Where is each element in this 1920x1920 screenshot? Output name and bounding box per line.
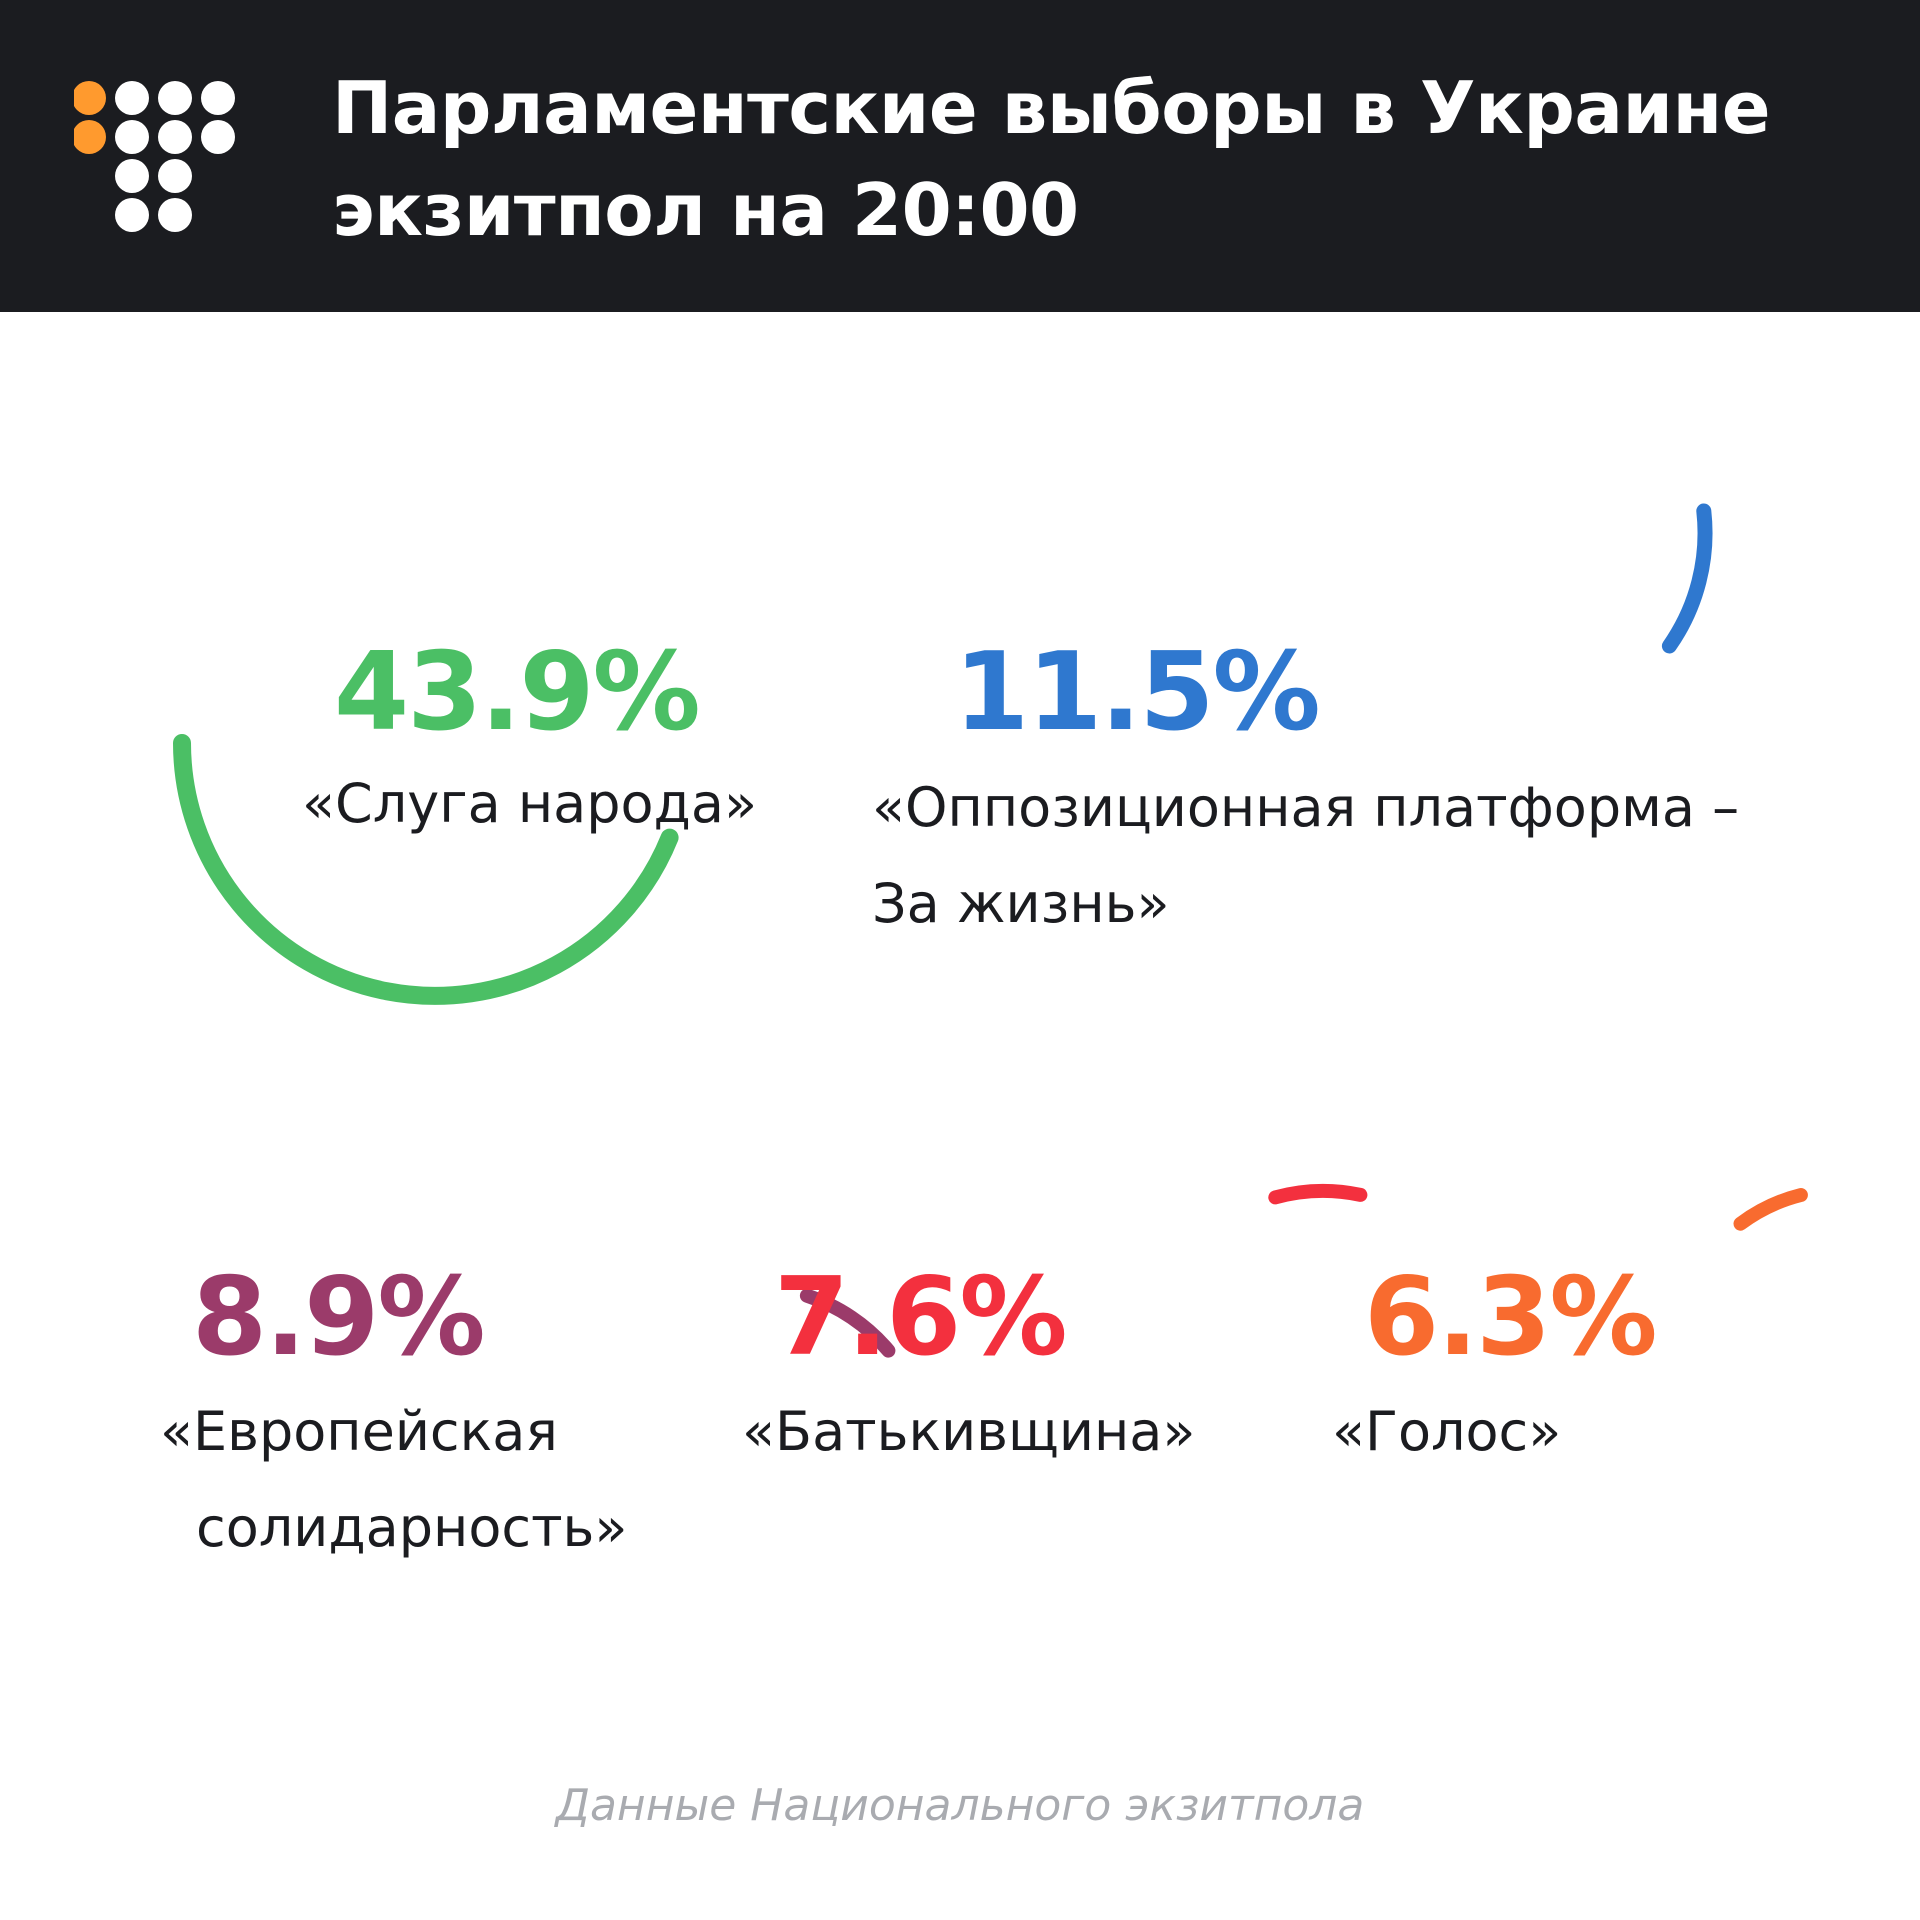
header-bar: Парламентские выборы в Украине экзитпол … <box>0 0 1920 312</box>
party-label-sluga-naroda: «Слуга народа» <box>302 756 757 852</box>
source-note: Данные Национального экзитпола <box>555 1780 1365 1831</box>
value-label-eurosolidarity: 8.9% <box>192 1255 486 1380</box>
party-label-line: «Слуга народа» <box>302 772 758 835</box>
logo-dot <box>158 81 192 115</box>
logo-dot <box>201 81 235 115</box>
arc-golos <box>1733 1188 1808 1231</box>
party-label-line: «Батькивщина» <box>742 1400 1196 1463</box>
party-label-line: «Европейская <box>160 1400 558 1463</box>
logo-dot <box>158 198 192 232</box>
logo-dot <box>74 120 106 154</box>
party-label-batkivshchyna: «Батькивщина» <box>742 1384 1195 1480</box>
logo-dot <box>115 81 149 115</box>
page-title-line-1: Парламентские выборы в Украине <box>332 66 1771 150</box>
page-title-line-2: экзитпол на 20:00 <box>332 168 1079 252</box>
party-label-golos: «Голос» <box>1332 1384 1561 1480</box>
logo-dot <box>158 159 192 193</box>
arc-batkivshchyna <box>1268 1184 1368 1205</box>
logo-icon <box>74 81 235 232</box>
party-label-line: «Голос» <box>1332 1400 1562 1463</box>
logo-dot <box>115 198 149 232</box>
party-label-eurosolidarity: «Европейская солидарность» <box>160 1384 627 1576</box>
arc-sluga-naroda <box>173 734 679 1005</box>
logo-dot <box>74 81 106 115</box>
logo-dot <box>158 120 192 154</box>
party-label-line: За жизнь» <box>872 872 1170 935</box>
value-label-sluga-naroda: 43.9% <box>334 630 701 755</box>
party-label-opzzh: «Оппозиционная платформа – За жизнь» <box>872 760 1739 952</box>
arc-eurosolidarity <box>799 1288 896 1358</box>
value-label-batkivshchyna: 7.6% <box>774 1255 1068 1380</box>
party-label-line: «Оппозиционная платформа – <box>872 776 1740 839</box>
logo-dot <box>201 120 235 154</box>
party-label-line: солидарность» <box>196 1496 628 1559</box>
arc-opzzh <box>1661 503 1713 654</box>
value-label-golos: 6.3% <box>1364 1255 1658 1380</box>
value-label-opzzh: 11.5% <box>954 630 1321 755</box>
logo-dot <box>115 120 149 154</box>
logo-dot <box>115 159 149 193</box>
